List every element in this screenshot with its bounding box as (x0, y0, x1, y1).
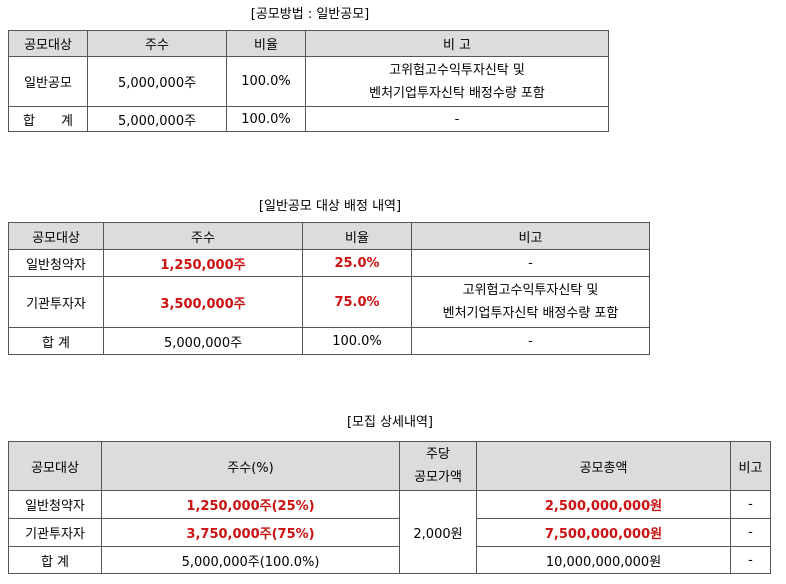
cell-note: - (411, 249, 650, 277)
header-shares: 주수 (87, 30, 227, 57)
header-note: 비고 (730, 441, 771, 491)
cell-shares: 5,000,000주(100.0%) (101, 546, 400, 574)
cell-ratio: 100.0% (226, 106, 306, 132)
cell-note: - (730, 518, 771, 547)
cell-target: 기관투자자 (8, 518, 102, 547)
cell-note: - (730, 546, 771, 574)
table2-caption: [일반공모 대상 배정 내역] (258, 199, 402, 214)
cell-price: 2,000원 (399, 490, 477, 574)
cell-note: - (730, 490, 771, 519)
table-row: 합 계 5,000,000주 100.0% - (8, 327, 650, 355)
table1-caption: [공모방법 : 일반공모] (250, 7, 370, 22)
table-row: 일반청약자 1,250,000주(25%) 2,000원 2,500,000,0… (8, 490, 771, 574)
cell-target: 일반청약자 (8, 249, 104, 277)
cell-shares: 3,750,000주(75%) (101, 518, 400, 547)
cell-ratio: 100.0% (226, 56, 306, 107)
note-line: 고위험고수익투자신탁 및 (462, 283, 599, 298)
header-shares: 주수 (103, 222, 303, 250)
cell-total: 2,500,000,000원 (476, 490, 731, 519)
cell-note: - (305, 106, 609, 132)
cell-ratio: 75.0% (302, 276, 412, 328)
header-price-line: 공모가액 (414, 470, 462, 485)
allocation-table: 공모대상 주수 비율 비고 일반청약자 1,250,000주 25.0% - 기… (8, 222, 650, 355)
cell-note: 고위험고수익투자신탁 및 벤처기업투자신탁 배정수량 포함 (305, 56, 609, 107)
table-row: 기관투자자 3,750,000주(75%) 7,500,000,000원 - (8, 518, 771, 547)
header-shares: 주수(%) (101, 441, 400, 491)
cell-ratio: 25.0% (302, 249, 412, 277)
cell-target: 합 계 (8, 327, 104, 355)
header-ratio: 비율 (226, 30, 306, 57)
header-note: 비 고 (305, 30, 609, 57)
cell-shares: 5,000,000주 (87, 56, 227, 107)
header-target: 공모대상 (8, 222, 104, 250)
cell-shares: 1,250,000주 (103, 249, 303, 277)
table-row: 일반청약자 1,250,000주 25.0% - (8, 249, 650, 277)
note-line: 벤처기업투자신탁 배정수량 포함 (369, 85, 545, 101)
cell-target: 일반공모 (8, 56, 88, 107)
table-row: 합 계 5,000,000주 100.0% - (8, 106, 609, 132)
cell-shares: 3,500,000주 (103, 276, 303, 328)
cell-total: 10,000,000,000원 (476, 546, 731, 574)
note-line: 고위험고수익투자신탁 및 (389, 62, 525, 78)
header-total: 공모총액 (476, 441, 731, 491)
header-ratio: 비율 (302, 222, 412, 250)
table-row: 일반공모 5,000,000주 100.0% 고위험고수익투자신탁 및 벤처기업… (8, 56, 609, 107)
cell-target: 합 계 (8, 106, 88, 132)
header-price-line: 주당 (426, 447, 450, 462)
cell-shares: 5,000,000주 (103, 327, 303, 355)
table-row: 합 계 5,000,000주(100.0%) 10,000,000,000원 - (8, 546, 771, 574)
cell-target: 기관투자자 (8, 276, 104, 328)
table-row: 기관투자자 3,500,000주 75.0% 고위험고수익투자신탁 및 벤처기업… (8, 276, 650, 328)
header-note: 비고 (411, 222, 650, 250)
header-target: 공모대상 (8, 441, 102, 491)
cell-target: 일반청약자 (8, 490, 102, 519)
cell-note: - (411, 327, 650, 355)
cell-note: 고위험고수익투자신탁 및 벤처기업투자신탁 배정수량 포함 (411, 276, 650, 328)
cell-shares: 5,000,000주 (87, 106, 227, 132)
cell-ratio: 100.0% (302, 327, 412, 355)
cell-target: 합 계 (8, 546, 102, 574)
offering-method-table: 공모대상 주수 비율 비 고 일반공모 5,000,000주 100.0% 고위… (8, 30, 609, 132)
header-target: 공모대상 (8, 30, 88, 57)
note-line: 벤처기업투자신탁 배정수량 포함 (442, 306, 619, 321)
table3-caption: [모집 상세내역] (346, 415, 434, 430)
offering-detail-table: 공모대상 주수(%) 주당 공모가액 공모총액 비고 일반청약자 1,250,0… (8, 441, 771, 574)
cell-shares: 1,250,000주(25%) (101, 490, 400, 519)
header-price: 주당 공모가액 (399, 441, 477, 491)
cell-total: 7,500,000,000원 (476, 518, 731, 547)
